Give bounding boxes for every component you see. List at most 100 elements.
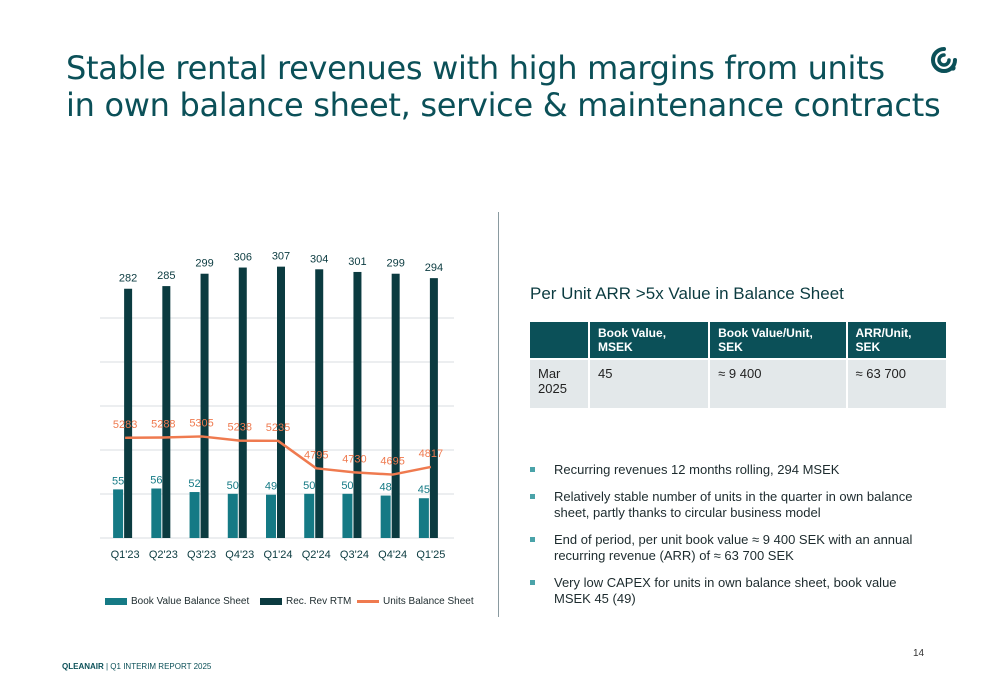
- table-cell: Mar 2025: [530, 358, 590, 408]
- x-tick-label: Q2'24: [302, 549, 331, 561]
- data-label-book-value: 48: [380, 482, 392, 494]
- data-label-units: 4817: [419, 448, 443, 460]
- data-label-book-value: 45: [418, 484, 430, 496]
- data-label-units: 4730: [342, 453, 366, 465]
- bar-rec-rev: [429, 278, 438, 538]
- list-item-text: Very low CAPEX for units in own balance …: [554, 575, 897, 606]
- slide-title: Stable rental revenues with high margins…: [66, 49, 941, 124]
- legend-item-book-value: Book Value Balance Sheet: [105, 596, 249, 607]
- bar-rec-rev: [162, 286, 171, 538]
- x-tick-label: Q2'23: [149, 549, 178, 561]
- footer-brand: QLEANAIR: [62, 662, 104, 671]
- data-label-book-value: 50: [341, 480, 353, 492]
- chart-legend: Book Value Balance Sheet Rec. Rev RTM Un…: [105, 596, 475, 610]
- data-label-book-value: 55: [112, 475, 124, 487]
- bar-rec-rev: [391, 273, 400, 538]
- data-label-book-value: 50: [303, 480, 315, 492]
- list-item-text: Relatively stable number of units in the…: [554, 489, 913, 520]
- table-cell: 45: [589, 358, 711, 408]
- legend-item-rec-rev: Rec. Rev RTM: [260, 596, 351, 607]
- bullet-icon: [530, 580, 535, 585]
- footer: QLEANAIR | Q1 INTERIM REPORT 2025: [62, 662, 211, 671]
- table-cell: ≈ 63 700: [846, 358, 946, 408]
- bar-rec-rev: [238, 267, 247, 538]
- x-tick-label: Q1'24: [263, 549, 292, 561]
- bar-book-value: [266, 494, 276, 538]
- bullet-list: Recurring revenues 12 months rolling, 29…: [530, 462, 930, 618]
- x-tick-label: Q1'25: [416, 549, 445, 561]
- bullet-icon: [530, 537, 535, 542]
- bar-book-value: [380, 495, 391, 538]
- bar-book-value: [418, 498, 429, 538]
- table-row: Mar 2025 45 ≈ 9 400 ≈ 63 700: [530, 358, 946, 408]
- footer-text: | Q1 INTERIM REPORT 2025: [103, 662, 212, 671]
- legend-label-book-value: Book Value Balance Sheet: [131, 596, 250, 607]
- x-tick-label: Q4'23: [225, 549, 254, 561]
- list-item: End of period, per unit book value ≈ 9 4…: [530, 532, 930, 564]
- bar-book-value: [151, 488, 162, 538]
- list-item-text: Recurring revenues 12 months rolling, 29…: [554, 462, 840, 477]
- data-label-units: 5283: [113, 419, 137, 431]
- table-cell: ≈ 9 400: [709, 358, 848, 408]
- data-label-book-value: 52: [188, 478, 200, 490]
- slide-title-line-1: Stable rental revenues with high margins…: [66, 49, 885, 87]
- data-label-rec-rev: 307: [272, 251, 290, 263]
- bar-rec-rev: [315, 269, 324, 538]
- data-label-units: 4795: [304, 449, 328, 461]
- list-item-text: End of period, per unit book value ≈ 9 4…: [554, 532, 913, 563]
- qleanair-logo-icon: [931, 47, 957, 73]
- legend-swatch-rec-rev: [260, 598, 282, 605]
- per-unit-table: Book Value, MSEK Book Value/Unit, SEK AR…: [530, 322, 946, 408]
- data-label-units: 4695: [380, 456, 404, 468]
- bar-book-value: [342, 493, 353, 538]
- data-label-book-value: 50: [227, 480, 239, 492]
- data-label-rec-rev: 285: [157, 270, 175, 282]
- table-header-cell: ARR/Unit, SEK: [846, 322, 946, 359]
- data-label-rec-rev: 299: [195, 258, 213, 270]
- legend-swatch-book-value: [105, 598, 127, 605]
- vertical-divider: [498, 212, 499, 617]
- bullet-icon: [530, 467, 535, 472]
- legend-item-units: Units Balance Sheet: [357, 596, 474, 607]
- bullet-icon: [530, 494, 535, 499]
- bar-book-value: [189, 492, 200, 538]
- x-tick-label: Q1'23: [111, 549, 140, 561]
- data-label-book-value: 49: [265, 481, 277, 493]
- data-label-units: 5288: [151, 419, 175, 431]
- bar-book-value: [113, 489, 124, 538]
- legend-swatch-units: [357, 600, 379, 603]
- x-tick-label: Q4'24: [378, 549, 407, 561]
- slide-title-line-2: in own balance sheet, service & maintena…: [66, 86, 941, 124]
- bar-book-value: [227, 493, 238, 538]
- data-label-units: 5238: [228, 422, 252, 434]
- table-header-cell: Book Value, MSEK: [589, 322, 711, 359]
- data-label-rec-rev: 304: [310, 253, 328, 265]
- data-label-rec-rev: 301: [348, 256, 366, 268]
- bar-rec-rev: [277, 266, 285, 538]
- data-label-units: 5305: [189, 417, 213, 429]
- bar-line-chart: 55 282 5283 Q1'23 56 285 5288 Q2'23 52 299 5305 Q3'…: [100, 251, 454, 561]
- page-number: 14: [913, 648, 925, 659]
- list-item: Very low CAPEX for units in own balance …: [530, 575, 930, 607]
- legend-label-rec-rev: Rec. Rev RTM: [286, 596, 352, 607]
- data-label-rec-rev: 282: [119, 273, 137, 285]
- data-label-rec-rev: 294: [425, 262, 443, 274]
- x-tick-label: Q3'24: [340, 549, 369, 561]
- table-header-cell: [530, 322, 590, 359]
- table-header-row: Book Value, MSEK Book Value/Unit, SEK AR…: [530, 322, 946, 359]
- list-item: Relatively stable number of units in the…: [530, 489, 930, 521]
- data-label-rec-rev: 299: [386, 258, 404, 270]
- section-heading: Per Unit ARR >5x Value in Balance Sheet: [530, 284, 844, 303]
- table-header-cell: Book Value/Unit, SEK: [709, 322, 848, 359]
- line-units: [125, 435, 432, 476]
- bar-book-value: [304, 493, 315, 538]
- x-tick-label: Q3'23: [187, 549, 216, 561]
- legend-label-units: Units Balance Sheet: [383, 596, 474, 607]
- data-label-rec-rev: 306: [234, 252, 252, 264]
- data-label-book-value: 56: [150, 475, 162, 487]
- bar-rec-rev: [200, 273, 209, 538]
- data-label-units: 5235: [266, 422, 290, 434]
- list-item: Recurring revenues 12 months rolling, 29…: [530, 462, 930, 478]
- bar-rec-rev: [353, 271, 362, 538]
- bar-rec-rev: [124, 288, 133, 538]
